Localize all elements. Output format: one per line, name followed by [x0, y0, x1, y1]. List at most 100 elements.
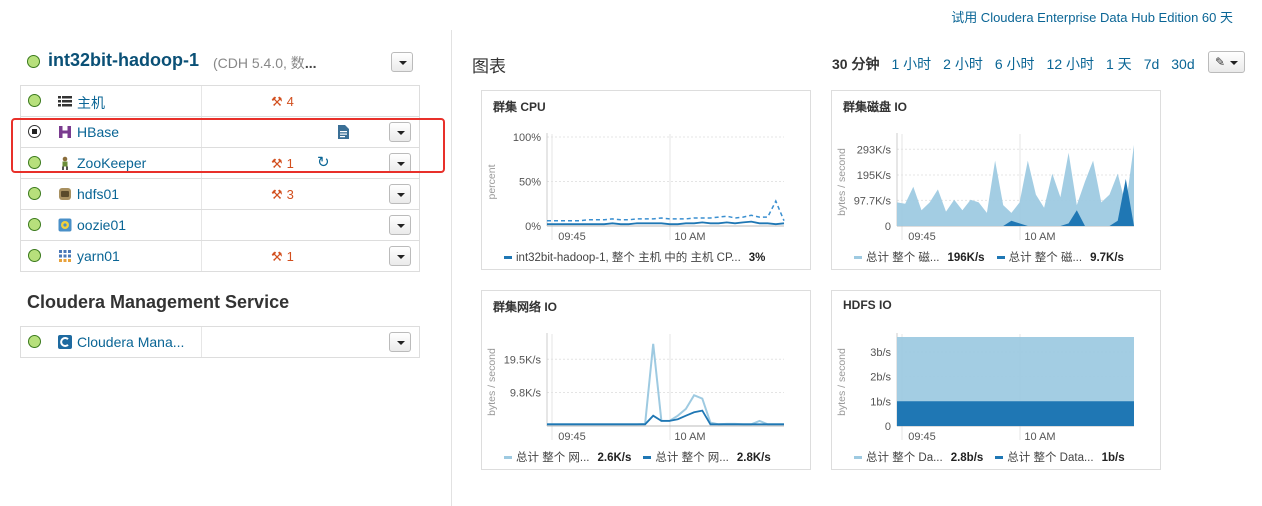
legend-value: 3%	[748, 252, 766, 264]
stale-config-icon[interactable]	[338, 125, 349, 139]
trial-link[interactable]: 试用 Cloudera Enterprise Data Hub Edition …	[951, 10, 1233, 25]
management-title: Cloudera Management Service	[27, 292, 290, 312]
chart-plot: percent 100% 50% 0% 09:45 10 AM	[486, 132, 785, 243]
legend-value: 1b/s	[1101, 452, 1125, 464]
legend-item[interactable]: int32bit-hadoop-1, 整个 主机 中的 主机 CP... 3%	[504, 249, 765, 265]
time-range-1[interactable]: 1 小时	[891, 56, 932, 72]
series-area-1	[897, 401, 1134, 426]
wrench-icon: ⚒	[271, 187, 283, 202]
time-range-5[interactable]: 1 天	[1106, 56, 1132, 72]
service-actions-button[interactable]	[389, 246, 411, 266]
x-tick-label: 10 AM	[674, 231, 705, 243]
health-issues[interactable]: ⚒ 1	[271, 156, 294, 171]
hdfs-icon	[59, 188, 71, 200]
series-line-1	[547, 199, 785, 222]
status-good-icon	[28, 249, 41, 262]
wrench-icon: ⚒	[271, 249, 283, 264]
service-actions-button[interactable]	[389, 215, 411, 235]
list-icon	[58, 96, 72, 107]
service-actions-button[interactable]	[389, 184, 411, 204]
legend-label: 总计 整个 Data...	[1007, 452, 1094, 464]
charts-title: 图表	[472, 57, 506, 76]
chart-cluster-network-io: 群集网络 IO bytes / second 19.5K/s 9.8K/s 09:45 1…	[481, 290, 811, 470]
services-table: 主机 ⚒ 4 HBase ZooKeeper ⚒ 1 ↻	[20, 85, 420, 272]
cluster-actions-button[interactable]	[391, 52, 413, 72]
chart-title: 群集网络 IO	[493, 300, 558, 314]
legend-item[interactable]: 总计 整个 Da... 2.8b/s	[854, 449, 983, 465]
legend-item[interactable]: 总计 整个 网... 2.6K/s	[504, 449, 631, 465]
legend-label: int32bit-hadoop-1, 整个 主机 中的 主机 CP...	[516, 252, 741, 264]
health-issues[interactable]: ⚒ 3	[271, 187, 294, 202]
y-tick-label: 0	[885, 421, 891, 433]
chart-cluster-cpu: 群集 CPU percent 100% 50% 0% 09:45 10 AM int32bit…	[481, 90, 811, 270]
chart-title: 群集 CPU	[493, 100, 546, 114]
health-issues[interactable]: ⚒ 1	[271, 249, 294, 264]
chart-plot: bytes / second 3b/s 2b/s 1b/s 0 09:45 10 AM	[836, 333, 1134, 443]
zookeeper-icon	[62, 156, 68, 170]
legend-swatch	[504, 456, 512, 460]
y-tick-label: 9.8K/s	[510, 387, 542, 399]
legend-item[interactable]: 总计 整个 磁... 9.7K/s	[996, 249, 1124, 265]
service-name[interactable]: oozie01	[77, 217, 127, 233]
x-tick-label: 10 AM	[1024, 231, 1055, 243]
wrench-icon: ⚒	[271, 156, 283, 171]
legend-value: 9.7K/s	[1090, 252, 1124, 264]
x-tick-label: 10 AM	[1024, 431, 1055, 443]
chart-title: 群集磁盘 IO	[843, 100, 908, 114]
service-name[interactable]: yarn01	[77, 248, 120, 264]
status-stopped-icon	[28, 125, 41, 138]
cluster-name[interactable]: int32bit-hadoop-1	[48, 50, 199, 70]
y-tick-label: 50%	[519, 177, 541, 189]
y-tick-label: 19.5K/s	[504, 354, 542, 366]
service-name[interactable]: hdfs01	[77, 186, 120, 202]
legend-label: 总计 整个 网...	[516, 452, 590, 464]
table-row: 主机 ⚒ 4	[21, 86, 419, 117]
legend-value: 2.8K/s	[736, 452, 771, 464]
x-tick-label: 09:45	[558, 431, 586, 443]
chart-hdfs-io: HDFS IO bytes / second 3b/s 2b/s 1b/s 0 09:45 1…	[831, 290, 1161, 470]
x-tick-label: 10 AM	[674, 431, 705, 443]
legend-item[interactable]: 总计 整个 磁... 196K/s	[854, 249, 985, 265]
legend-item[interactable]: 总计 整个 Data... 1b/s	[995, 449, 1125, 465]
health-issues[interactable]: ⚒ 4	[271, 94, 294, 109]
yarn-icon	[59, 250, 71, 262]
service-actions-button[interactable]	[389, 332, 411, 352]
time-range-7[interactable]: 30d	[1171, 56, 1195, 72]
legend-label: 总计 整个 Da...	[866, 452, 943, 464]
refresh-icon[interactable]: ↻	[317, 154, 330, 171]
chart-edit-button[interactable]: ✎	[1208, 51, 1245, 73]
y-axis-label: percent	[486, 164, 498, 199]
y-tick-label: 0%	[525, 221, 541, 233]
legend-label: 总计 整个 网...	[655, 452, 729, 464]
legend-swatch	[643, 456, 652, 460]
y-tick-label: 293K/s	[857, 144, 892, 156]
time-range-4[interactable]: 12 小时	[1046, 56, 1094, 72]
time-range-3[interactable]: 6 小时	[994, 56, 1035, 72]
legend-swatch	[995, 456, 1004, 460]
y-tick-label: 195K/s	[857, 170, 892, 182]
series-line-1	[547, 409, 784, 426]
hbase-icon	[59, 126, 71, 138]
service-name[interactable]: Cloudera Mana...	[77, 334, 185, 350]
status-good-icon	[28, 218, 41, 231]
service-actions-button[interactable]	[389, 122, 411, 142]
legend-item[interactable]: 总计 整个 网... 2.8K/s	[643, 449, 771, 465]
table-row: HBase	[21, 117, 419, 148]
table-row: oozie01	[21, 210, 419, 241]
service-name[interactable]: HBase	[77, 124, 120, 140]
y-tick-label: 0	[885, 221, 891, 233]
legend-label: 总计 整个 磁...	[866, 252, 940, 264]
service-name[interactable]: 主机	[77, 95, 105, 111]
time-range-0[interactable]: 30 分钟	[832, 56, 880, 72]
chart-legend: 总计 整个 Da... 2.8b/s 总计 整个 Data... 1b/s	[854, 449, 1137, 465]
table-row: hdfs01 ⚒ 3	[21, 179, 419, 210]
time-range-2[interactable]: 2 小时	[943, 56, 983, 72]
status-good-icon	[28, 156, 41, 169]
time-range-6[interactable]: 7d	[1143, 56, 1160, 72]
chart-legend: 总计 整个 网... 2.6K/s 总计 整个 网... 2.8K/s	[504, 449, 783, 465]
highlight-annotation	[11, 118, 445, 173]
legend-swatch	[504, 256, 512, 260]
service-name[interactable]: ZooKeeper	[77, 155, 147, 171]
legend-label: 总计 整个 磁...	[1008, 252, 1083, 264]
y-tick-label: 3b/s	[870, 347, 891, 359]
